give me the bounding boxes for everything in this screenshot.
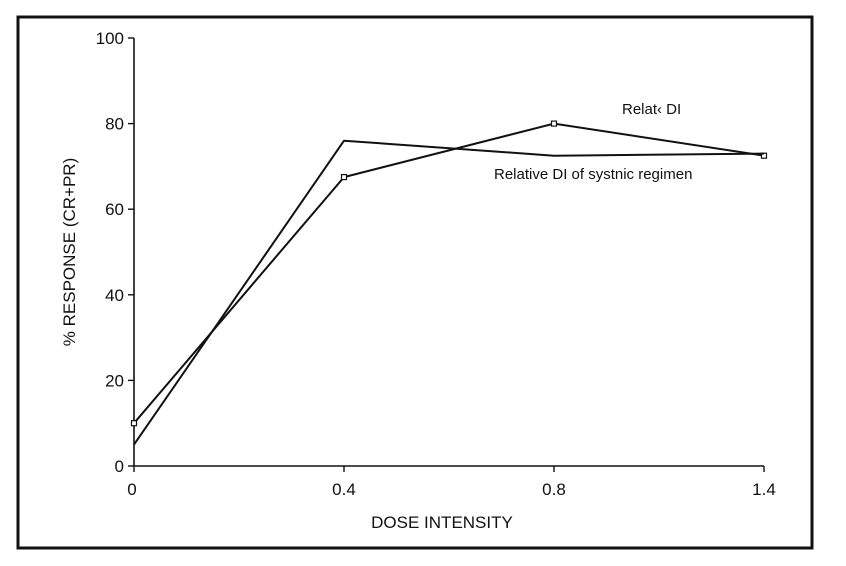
x-tick-label: 0 xyxy=(127,480,136,499)
x-tick-label: 1.4 xyxy=(752,480,776,499)
figure-frame xyxy=(16,15,814,550)
plot-area: 0 20 40 60 80 100 0 0.4 0.8 1.4 xyxy=(96,29,776,499)
y-tick-label: 40 xyxy=(105,286,124,305)
series-1-point xyxy=(760,152,768,159)
series-layer xyxy=(130,120,768,446)
series-line-1 xyxy=(133,122,765,424)
series-1-point xyxy=(550,120,558,127)
x-tick-label: 0.8 xyxy=(542,480,566,499)
y-tick-label: 60 xyxy=(105,200,124,219)
y-tick-label: 0 xyxy=(115,457,124,476)
y-axis-ticks: 0 20 40 60 80 100 xyxy=(96,29,134,476)
y-tick-label: 100 xyxy=(96,29,124,48)
series-1-point xyxy=(340,174,348,181)
series-1-point xyxy=(130,420,138,427)
series-label-relative-di: Relat‹ DI xyxy=(622,101,681,118)
y-axis-title: % RESPONSE (CR+PR) xyxy=(60,158,79,346)
x-tick-label: 0.4 xyxy=(332,480,356,499)
y-tick-label: 80 xyxy=(105,115,124,134)
y-tick-label: 20 xyxy=(105,371,124,390)
series-line-2 xyxy=(133,139,765,446)
x-axis-ticks: 0 0.4 0.8 1.4 xyxy=(127,466,776,499)
x-axis-title: DOSE INTENSITY xyxy=(371,513,513,532)
series-label-relative-di-systemic: Relative DI of systnic regimen xyxy=(494,166,692,183)
